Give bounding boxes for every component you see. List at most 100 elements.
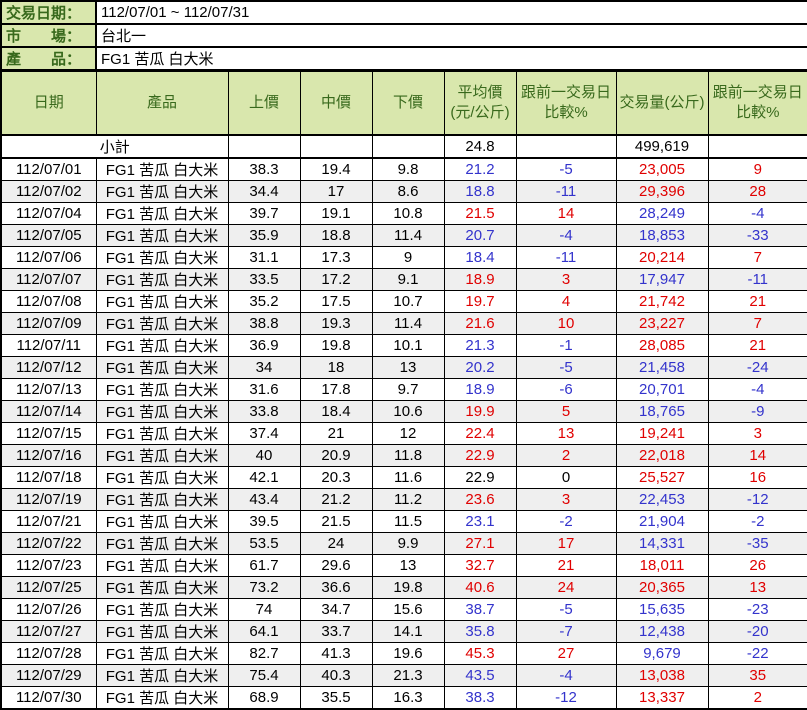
product-cell: FG1 苦瓜 白大米: [95, 245, 229, 269]
mid-price-cell: 24: [299, 531, 373, 555]
date-cell: 112/07/07: [0, 267, 97, 291]
volume-change-cell: 26: [707, 553, 807, 577]
volume-cell: 15,635: [615, 597, 709, 621]
table-row: 112/07/22 FG1 苦瓜 白大米 53.5 24 9.9 27.1 17 14,331…: [0, 531, 807, 555]
avg-price-cell: 18.4: [443, 245, 517, 269]
volume-cell: 22,453: [615, 487, 709, 511]
mid-price-cell: 35.5: [299, 685, 373, 709]
avg-change-cell: 3: [515, 267, 617, 291]
volume-change-cell: 7: [707, 311, 807, 335]
table-row: 112/07/01 FG1 苦瓜 白大米 38.3 19.4 9.8 21.2 -5 23,0…: [0, 157, 807, 181]
low-price-cell: 13: [371, 355, 445, 379]
product-cell: FG1 苦瓜 白大米: [95, 289, 229, 313]
high-price-cell: 73.2: [227, 575, 301, 599]
volume-change-cell: 14: [707, 443, 807, 467]
date-cell: 112/07/30: [0, 685, 97, 709]
volume-change-cell: -2: [707, 509, 807, 533]
volume-change-cell: 3: [707, 421, 807, 445]
low-price-cell: 9.1: [371, 267, 445, 291]
th-avg-price: 平均價 (元/公斤): [443, 71, 517, 136]
product-cell: FG1 苦瓜 白大米: [95, 201, 229, 225]
mid-price-cell: 20.9: [299, 443, 373, 467]
volume-cell: 20,701: [615, 377, 709, 401]
product-cell: FG1 苦瓜 白大米: [95, 685, 229, 709]
volume-cell: 23,005: [615, 157, 709, 181]
high-price-cell: 34: [227, 355, 301, 379]
volume-cell: 23,227: [615, 311, 709, 335]
avg-price-cell: 35.8: [443, 619, 517, 643]
product-cell: FG1 苦瓜 白大米: [95, 641, 229, 665]
high-price-cell: 37.4: [227, 421, 301, 445]
product-cell: FG1 苦瓜 白大米: [95, 575, 229, 599]
mid-price-cell: 34.7: [299, 597, 373, 621]
volume-change-cell: [707, 134, 807, 159]
volume-cell: 22,018: [615, 443, 709, 467]
table-row: 112/07/21 FG1 苦瓜 白大米 39.5 21.5 11.5 23.1 -2 21,…: [0, 509, 807, 533]
avg-price-cell: 22.4: [443, 421, 517, 445]
avg-price-cell: 32.7: [443, 553, 517, 577]
product-cell: FG1 苦瓜 白大米: [95, 443, 229, 467]
date-cell: 112/07/15: [0, 421, 97, 445]
avg-change-cell: -12: [515, 685, 617, 709]
avg-price-cell: 21.6: [443, 311, 517, 335]
date-cell: 112/07/11: [0, 333, 97, 357]
market-value: 台北一: [101, 28, 147, 45]
trade-date-value: 112/07/01 ~ 112/07/31: [101, 4, 250, 21]
avg-price-cell: 21.2: [443, 157, 517, 181]
volume-cell: 25,527: [615, 465, 709, 489]
volume-cell: 12,438: [615, 619, 709, 643]
avg-change-cell: -11: [515, 245, 617, 269]
high-price-cell: 53.5: [227, 531, 301, 555]
date-cell: 112/07/16: [0, 443, 97, 467]
date-cell: 112/07/06: [0, 245, 97, 269]
avg-price-cell: 21.3: [443, 333, 517, 357]
mid-price-cell: 19.8: [299, 333, 373, 357]
product-cell: FG1 苦瓜 白大米: [95, 509, 229, 533]
th-high-price: 上價: [227, 71, 301, 136]
volume-cell: 9,679: [615, 641, 709, 665]
low-price-cell: 15.6: [371, 597, 445, 621]
volume-cell: 13,337: [615, 685, 709, 709]
avg-price-cell: 19.7: [443, 289, 517, 313]
volume-change-cell: -20: [707, 619, 807, 643]
product-cell: FG1 苦瓜 白大米: [95, 421, 229, 445]
high-price-cell: 33.5: [227, 267, 301, 291]
avg-price-cell: 18.9: [443, 267, 517, 291]
avg-change-cell: 5: [515, 399, 617, 423]
table-row: 112/07/08 FG1 苦瓜 白大米 35.2 17.5 10.7 19.7 4 21,7…: [0, 289, 807, 313]
date-cell: 112/07/08: [0, 289, 97, 313]
avg-change-cell: 4: [515, 289, 617, 313]
volume-cell: 20,365: [615, 575, 709, 599]
avg-price-cell: 22.9: [443, 465, 517, 489]
date-cell: 112/07/19: [0, 487, 97, 511]
subtotal-label: 小計: [0, 134, 229, 159]
mid-price-cell: 18.4: [299, 399, 373, 423]
low-price-cell: 12: [371, 421, 445, 445]
product-cell: FG1 苦瓜 白大米: [95, 553, 229, 577]
volume-cell: 20,214: [615, 245, 709, 269]
avg-price-cell: 45.3: [443, 641, 517, 665]
low-price-cell: 19.6: [371, 641, 445, 665]
date-cell: 112/07/23: [0, 553, 97, 577]
mid-price-cell: 19.3: [299, 311, 373, 335]
product-label: 產 品：: [1, 47, 97, 70]
avg-price-cell: 43.5: [443, 663, 517, 687]
low-price-cell: 10.8: [371, 201, 445, 225]
avg-change-cell: 24: [515, 575, 617, 599]
volume-cell: 499,619: [615, 134, 709, 159]
table-row: 112/07/02 FG1 苦瓜 白大米 34.4 17 8.6 18.8 -11 29,39…: [0, 179, 807, 203]
volume-cell: 21,904: [615, 509, 709, 533]
report-info: 交易日期： 112/07/01 ~ 112/07/31 市 場： 台北一 產 品…: [0, 0, 807, 71]
product-cell: FG1 苦瓜 白大米: [95, 223, 229, 247]
mid-price-cell: 21: [299, 421, 373, 445]
price-table: 日期 產品 上價 中價 下價 平均價 (元/公斤) 跟前一交易日 比較% 交易量…: [0, 71, 807, 710]
high-price-cell: 38.3: [227, 157, 301, 181]
date-cell: 112/07/21: [0, 509, 97, 533]
avg-change-cell: -7: [515, 619, 617, 643]
product-value: FG1 苦瓜 白大米: [101, 51, 214, 68]
high-price-cell: 75.4: [227, 663, 301, 687]
low-price-cell: 21.3: [371, 663, 445, 687]
high-price-cell: 33.8: [227, 399, 301, 423]
table-row: 112/07/04 FG1 苦瓜 白大米 39.7 19.1 10.8 21.5 14 28,…: [0, 201, 807, 225]
volume-cell: 18,765: [615, 399, 709, 423]
